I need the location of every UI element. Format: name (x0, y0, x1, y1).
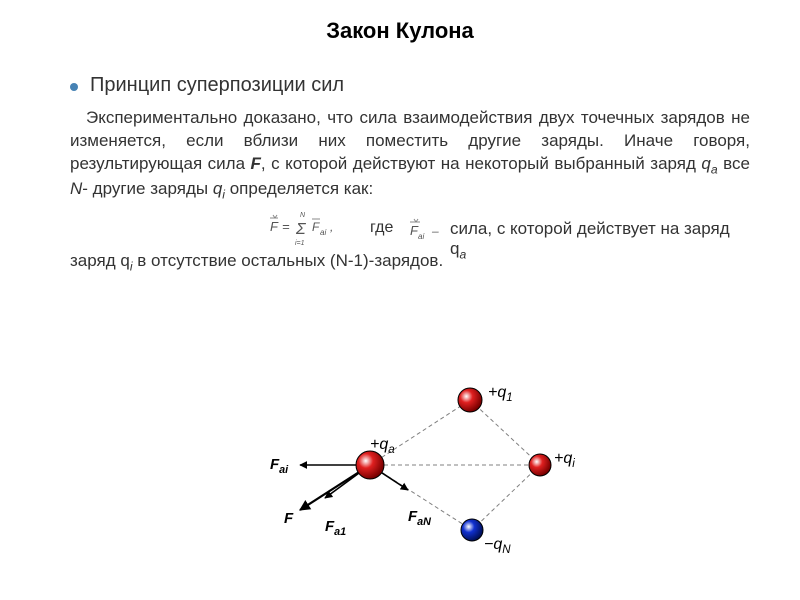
force-label-FaN: FaN (408, 508, 431, 528)
bullet-icon (70, 83, 78, 91)
content: Принцип суперпозиции сил Экспериментальн… (0, 44, 800, 273)
force-label-F: F (284, 510, 293, 527)
bullet-row: Принцип суперпозиции сил (70, 74, 750, 97)
formula-line: F = N Σ i=1 F ai , где F ai – (70, 207, 750, 251)
charge-label-q1: +q1 (488, 384, 513, 404)
superposition-diagram: +q1 +qa +qi −qN Fai Fa1 FaN F (240, 370, 600, 590)
formula-sum: F = N Σ i=1 F ai , (270, 207, 340, 252)
svg-text:,: , (330, 220, 333, 234)
svg-text:Σ: Σ (295, 221, 307, 238)
svg-text:i=1: i=1 (295, 240, 305, 247)
paragraph: Экспериментально доказано, что сила взаи… (70, 107, 750, 203)
svg-text:ai: ai (418, 232, 424, 241)
svg-text:–: – (431, 224, 439, 238)
page-title: Закон Кулона (0, 0, 800, 44)
bullet-text: Принцип суперпозиции сил (90, 74, 344, 97)
svg-text:N: N (300, 212, 306, 219)
svg-text:F: F (270, 219, 279, 234)
svg-text:F: F (312, 220, 320, 234)
gde-text: где (370, 219, 393, 237)
formula-tail: сила, с которой действует на заряд qa (450, 219, 750, 261)
svg-text:=: = (282, 219, 290, 234)
svg-text:ai: ai (320, 228, 326, 237)
charge-label-qN: −qN (484, 536, 511, 556)
charge-label-qi: +qi (554, 450, 575, 470)
force-label-Fai: Fai (270, 456, 288, 476)
fai-expr: F ai – (410, 217, 446, 246)
charge-label-qa: +qa (370, 436, 395, 456)
force-label-Fa1: Fa1 (325, 518, 346, 538)
